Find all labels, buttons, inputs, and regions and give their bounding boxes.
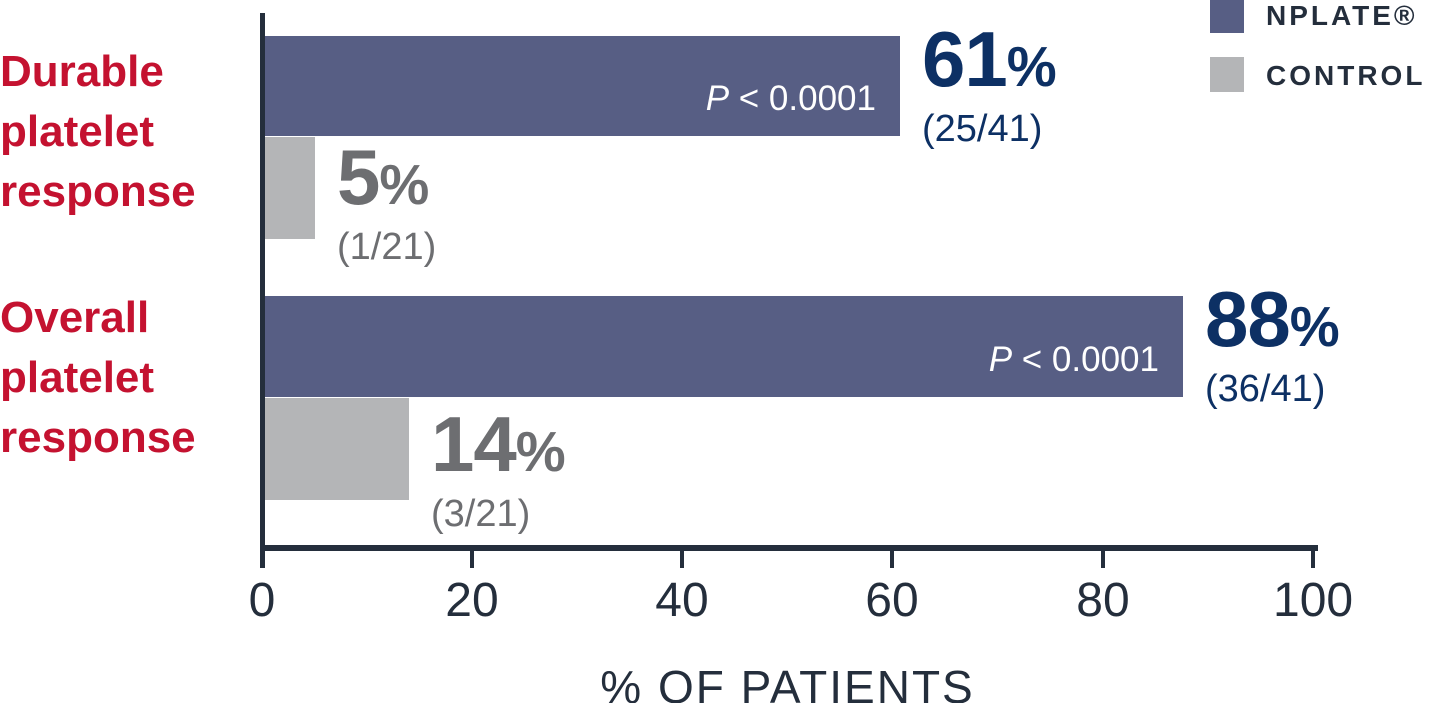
x-tick: [470, 551, 474, 568]
legend-label-control: CONTROL: [1266, 60, 1426, 91]
value-label-nplate-durable: 61% (25/41): [922, 15, 1057, 150]
percent-value: 14%: [431, 400, 566, 488]
x-axis-line: [260, 545, 1318, 551]
legend-swatch-nplate: [1210, 0, 1244, 33]
control-bar-overall: [263, 398, 409, 500]
fraction-value: (1/21): [337, 226, 437, 268]
nplate-bar-overall: P < 0.0001: [263, 296, 1183, 397]
x-tick: [1311, 551, 1315, 568]
fraction-value: (3/21): [431, 493, 531, 535]
control-bar-durable: [263, 137, 315, 239]
percent-value: 5%: [337, 133, 429, 221]
value-label-control-durable: 5% (1/21): [337, 138, 436, 268]
category-label-overall: Overall platelet response: [0, 293, 196, 462]
x-tick: [890, 551, 894, 568]
p-value-label: P < 0.0001: [706, 79, 876, 119]
x-tick-label: 0: [248, 574, 276, 627]
x-tick-label: 100: [1273, 574, 1354, 627]
x-tick-label: 20: [445, 574, 499, 627]
category-label-durable: Durable platelet response: [0, 47, 196, 216]
x-tick: [1101, 551, 1105, 568]
x-tick-label: 40: [655, 574, 709, 627]
x-tick-label: 60: [865, 574, 919, 627]
x-axis-title: % OF PATIENTS: [600, 661, 975, 703]
x-tick: [680, 551, 684, 568]
p-value-number: < 0.0001: [1012, 339, 1159, 379]
p-value-symbol: P: [705, 79, 730, 118]
percent-value: 88%: [1205, 275, 1340, 363]
percent-value: 61%: [922, 15, 1057, 103]
x-tick-label: 80: [1076, 574, 1130, 627]
p-value-number: < 0.0001: [729, 79, 876, 118]
fraction-value: (25/41): [922, 108, 1043, 150]
p-value-label: P < 0.0001: [989, 340, 1159, 380]
y-axis-line: [260, 13, 265, 568]
legend-label-nplate: NPLATE®: [1266, 0, 1418, 31]
fraction-value: (36/41): [1205, 368, 1326, 410]
value-label-control-overall: 14% (3/21): [431, 400, 566, 535]
value-label-nplate-overall: 88% (36/41): [1205, 275, 1340, 410]
legend-swatch-control: [1210, 57, 1244, 92]
nplate-bar-durable: P < 0.0001: [263, 36, 900, 136]
p-value-symbol: P: [988, 339, 1013, 379]
